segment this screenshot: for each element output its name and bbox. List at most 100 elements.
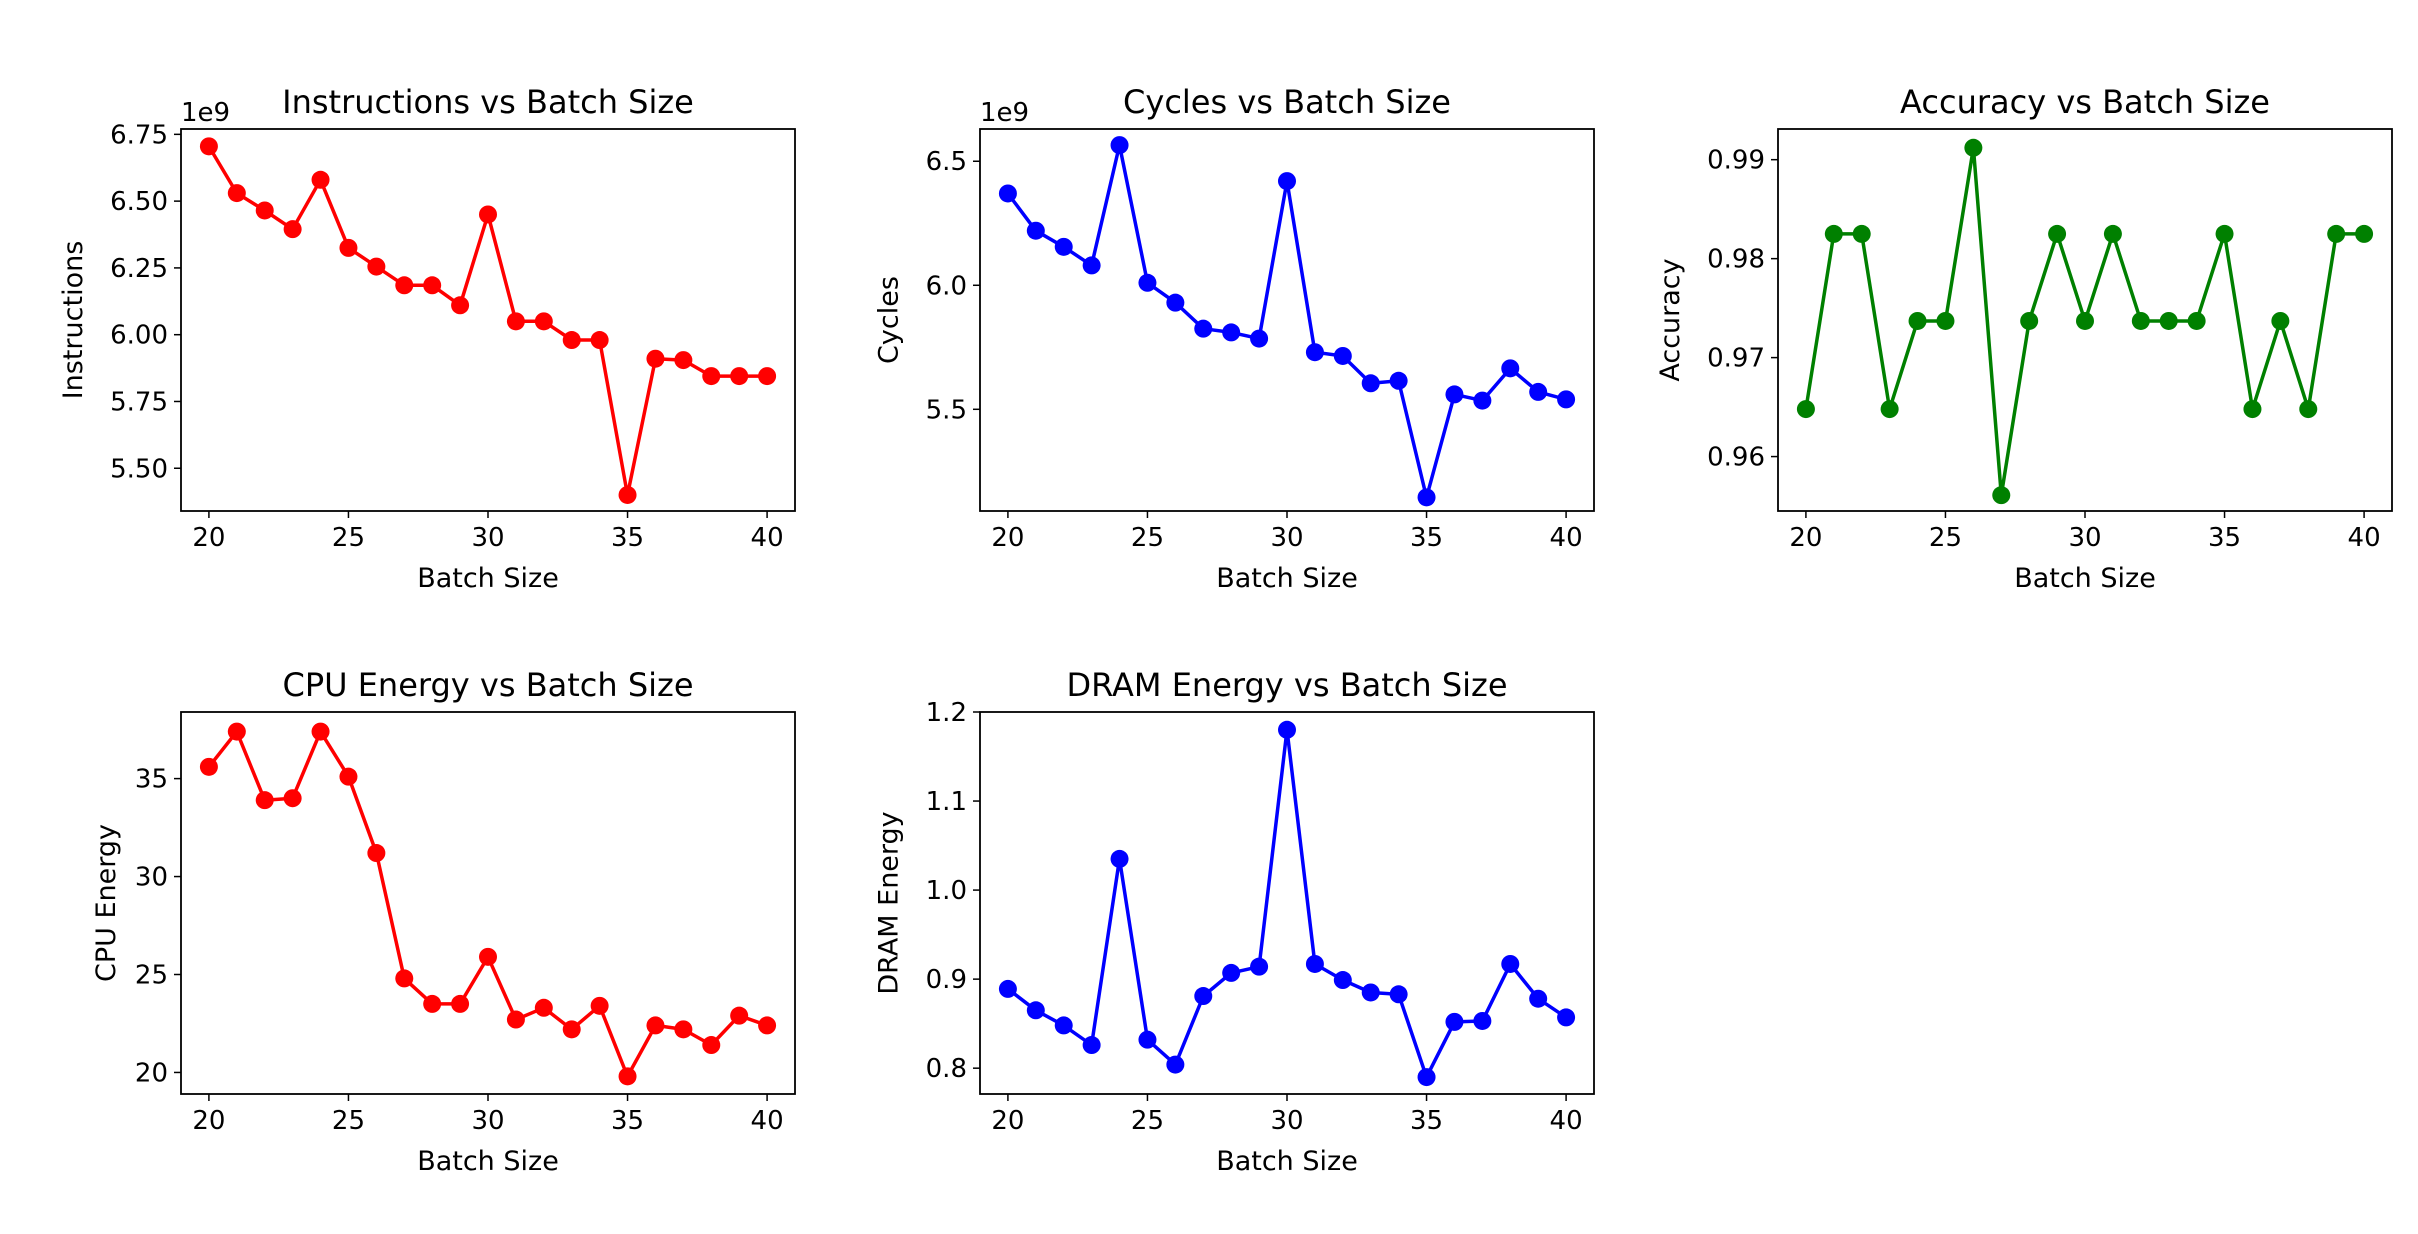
data-point: [339, 767, 358, 786]
data-point: [1026, 221, 1045, 240]
data-point: [2048, 224, 2067, 243]
data-point: [1333, 971, 1352, 990]
data-point: [1529, 382, 1548, 401]
y-tick-label: 6.0: [926, 271, 967, 301]
data-point: [283, 789, 302, 808]
data-point: [534, 998, 553, 1017]
data-point: [2076, 311, 2094, 330]
x-tick-label: 25: [1131, 523, 1164, 553]
y-axis-label: Cycles: [874, 276, 905, 364]
x-tick-label: 20: [991, 523, 1024, 553]
y-tick-label: 6.50: [110, 187, 168, 217]
data-point: [702, 367, 721, 386]
data-point: [423, 994, 442, 1013]
panel-1: Instructions vs Batch Size 1e9 20 25 30 35 40 5…: [58, 83, 796, 594]
data-point: [506, 312, 525, 331]
data-point: [1194, 987, 1213, 1006]
data-point: [311, 170, 330, 189]
data-point: [2131, 311, 2150, 330]
data-point: [1557, 390, 1576, 409]
data-point: [758, 367, 777, 386]
data-point: [1278, 720, 1296, 739]
data-point: [479, 205, 497, 224]
y-tick-label: 0.96: [1707, 443, 1765, 473]
x-tick-label: 35: [1410, 523, 1443, 553]
x-tick-label: 40: [751, 523, 784, 553]
data-point: [395, 969, 414, 988]
data-point: [283, 220, 302, 239]
data-point: [674, 351, 693, 370]
y-tick-label: 5.5: [926, 395, 967, 425]
data-point: [2271, 311, 2290, 330]
y-tick-label: 0.97: [1707, 344, 1765, 374]
x-tick-label: 25: [1929, 523, 1962, 553]
y-tick-label: 0.8: [926, 1054, 967, 1084]
data-point: [1250, 957, 1269, 976]
x-tick-label: 30: [2068, 523, 2101, 553]
data-point: [1138, 1030, 1157, 1049]
y-offset-label: 1e9: [181, 98, 230, 128]
data-point: [367, 844, 386, 863]
panel-2: Cycles vs Batch Size 1e9 20 25 30 35 40 5.5 6.0 6…: [874, 83, 1595, 594]
data-point: [1082, 256, 1101, 275]
x-tick-label: 20: [1789, 523, 1822, 553]
data-point: [451, 296, 470, 315]
x-axis-label: Batch Size: [1216, 563, 1358, 594]
data-point: [674, 1020, 693, 1039]
data-point: [1222, 323, 1241, 342]
panel-title: Accuracy vs Batch Size: [1900, 83, 2270, 121]
data-point: [1194, 319, 1213, 338]
data-point: [1389, 985, 1408, 1004]
data-point: [1908, 311, 1927, 330]
y-tick-label: 0.98: [1707, 245, 1765, 275]
data-point: [1445, 1012, 1464, 1031]
data-point: [1026, 1001, 1045, 1020]
y-tick-label: 35: [135, 765, 168, 795]
data-point: [2327, 224, 2346, 243]
x-axis-label: Batch Size: [417, 1146, 559, 1177]
data-point: [1936, 311, 1955, 330]
data-point: [2299, 400, 2318, 419]
data-point: [1992, 486, 2011, 505]
y-tick-label: 6.75: [110, 120, 168, 150]
data-point: [1082, 1036, 1101, 1055]
x-tick-label: 25: [1131, 1106, 1164, 1136]
data-point: [2187, 311, 2206, 330]
data-point: [1110, 849, 1129, 868]
data-point: [199, 757, 218, 776]
data-point: [1138, 273, 1157, 292]
x-axis-label: Batch Size: [1216, 1146, 1358, 1177]
y-tick-label: 5.50: [110, 454, 168, 484]
data-point: [730, 367, 749, 386]
x-tick-label: 30: [1270, 523, 1303, 553]
data-point: [2103, 224, 2122, 243]
x-tick-label: 20: [192, 1106, 225, 1136]
x-tick-label: 20: [192, 523, 225, 553]
data-point: [1557, 1008, 1576, 1027]
data-point: [758, 1016, 777, 1035]
data-point: [2355, 224, 2374, 243]
data-point: [227, 184, 246, 203]
data-point: [562, 1020, 581, 1039]
x-tick-label: 30: [471, 523, 504, 553]
x-tick-label: 30: [1270, 1106, 1303, 1136]
data-point: [2215, 224, 2234, 243]
x-tick-label: 25: [332, 523, 365, 553]
y-tick-label: 0.9: [926, 965, 967, 995]
data-point: [1054, 237, 1073, 256]
y-tick-label: 6.00: [110, 321, 168, 351]
x-tick-label: 40: [751, 1106, 784, 1136]
data-point: [311, 722, 330, 741]
y-tick-label: 6.5: [926, 147, 967, 177]
data-point: [2243, 400, 2262, 419]
y-tick-label: 20: [135, 1058, 168, 1088]
data-point: [1824, 224, 1843, 243]
data-point: [1166, 293, 1185, 312]
y-tick-label: 0.99: [1707, 146, 1765, 176]
data-point: [1796, 400, 1815, 419]
data-point: [646, 1016, 665, 1035]
data-point: [1305, 343, 1324, 362]
y-tick-label: 25: [135, 961, 168, 991]
data-point: [2159, 311, 2178, 330]
data-point: [1852, 224, 1871, 243]
